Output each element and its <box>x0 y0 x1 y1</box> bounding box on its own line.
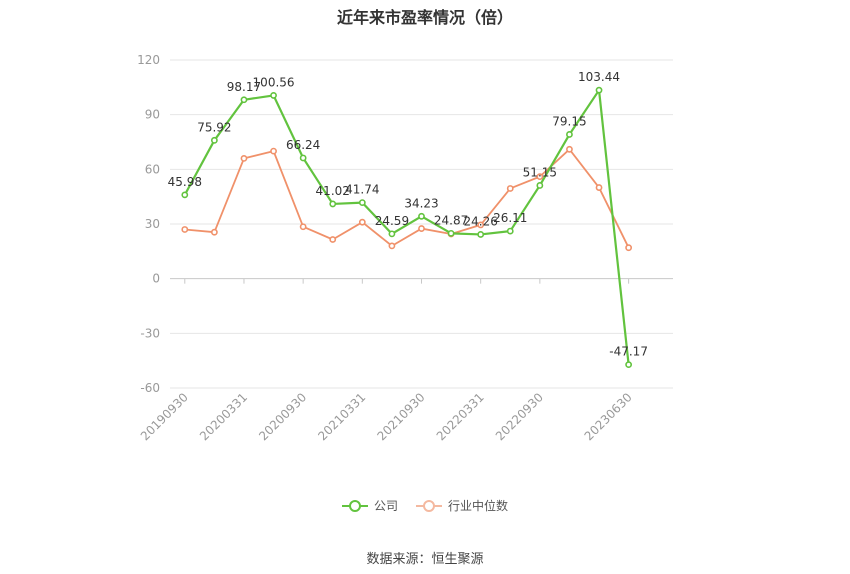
data-point-industry-median <box>477 221 485 229</box>
data-point-company <box>536 182 544 189</box>
x-tick-label: 20220930 <box>493 390 546 443</box>
legend-label: 公司 <box>373 499 398 513</box>
y-tick-label: 30 <box>145 217 160 231</box>
x-tick-label: 20190930 <box>138 390 191 443</box>
data-point-industry-median <box>358 218 366 226</box>
x-tick-label: 20200331 <box>197 390 250 443</box>
data-point-company <box>329 200 337 208</box>
series-line-industry-median <box>184 148 630 249</box>
legend-item-industry-median[interactable]: 行业中位数 <box>416 497 508 514</box>
x-tick-label: 20200930 <box>256 390 309 443</box>
data-point-industry-median <box>536 173 544 181</box>
data-label: 45.98 <box>168 175 202 189</box>
data-point-company <box>477 231 485 238</box>
data-point-company <box>299 154 307 162</box>
grid-layer <box>170 59 673 389</box>
data-label: 103.44 <box>578 70 620 84</box>
data-label: 98.17 <box>227 80 261 94</box>
data-point-industry-median <box>625 244 633 252</box>
data-point-company <box>240 96 248 104</box>
data-label: 41.02 <box>316 184 350 198</box>
y-tick-label: 60 <box>145 162 160 176</box>
series-layer <box>181 86 633 369</box>
x-tick-label: 20210930 <box>375 390 428 443</box>
data-label: 26.11 <box>493 211 527 225</box>
data-label: -47.17 <box>609 345 648 359</box>
data-point-industry-median <box>418 225 425 232</box>
data-label: 24.87 <box>434 213 468 227</box>
data-point-company <box>358 199 366 207</box>
y-tick-label: 0 <box>152 272 160 286</box>
data-point-industry-median <box>566 145 573 153</box>
data-point-company <box>181 191 189 199</box>
data-label: 79.15 <box>552 114 586 128</box>
x-tick-label: 20220331 <box>434 390 487 443</box>
data-label: 51.15 <box>523 165 557 179</box>
data-label: 100.56 <box>253 75 295 89</box>
data-point-industry-median <box>270 147 277 155</box>
data-point-industry-median <box>329 236 337 243</box>
legend-line-icon <box>341 499 368 513</box>
data-point-industry-median <box>506 185 514 192</box>
data-label: 34.23 <box>404 196 438 210</box>
y-tick-label: 90 <box>145 108 160 122</box>
data-label: 24.59 <box>375 214 409 228</box>
y-tick-label: -60 <box>140 381 160 395</box>
legend: 公司 行业中位数 <box>0 497 850 514</box>
data-source: 数据来源：恒生聚源 <box>366 552 484 567</box>
chart-title: 近年来市盈率情况（倍） <box>336 8 513 27</box>
data-point-company <box>418 212 425 220</box>
data-point-company <box>447 229 455 237</box>
legend-item-company[interactable]: 公司 <box>341 497 398 514</box>
legend-label: 行业中位数 <box>448 499 509 513</box>
data-point-industry-median <box>181 226 189 233</box>
data-point-company <box>210 136 218 144</box>
y-tick-label: -30 <box>140 326 160 340</box>
y-tick-label: 120 <box>137 53 160 67</box>
data-point-company <box>595 86 603 94</box>
data-point-industry-median <box>240 154 248 162</box>
data-point-industry-median <box>210 228 218 236</box>
series-line-company <box>183 89 630 365</box>
legend-line-icon <box>416 499 442 513</box>
data-label: 41.74 <box>345 183 379 197</box>
data-point-company <box>388 230 396 238</box>
data-point-company <box>270 92 277 99</box>
data-point-company <box>625 361 633 369</box>
data-point-company <box>506 227 514 235</box>
data-point-company <box>566 131 573 138</box>
data-label: 66.24 <box>286 138 320 152</box>
data-label: 24.26 <box>463 214 497 228</box>
data-point-industry-median <box>595 184 603 191</box>
data-label: 75.92 <box>197 120 231 134</box>
data-point-industry-median <box>388 242 396 250</box>
x-tick-label: 20230630 <box>582 390 635 443</box>
x-tick-label: 20210331 <box>315 390 368 443</box>
data-point-industry-median <box>299 223 307 231</box>
